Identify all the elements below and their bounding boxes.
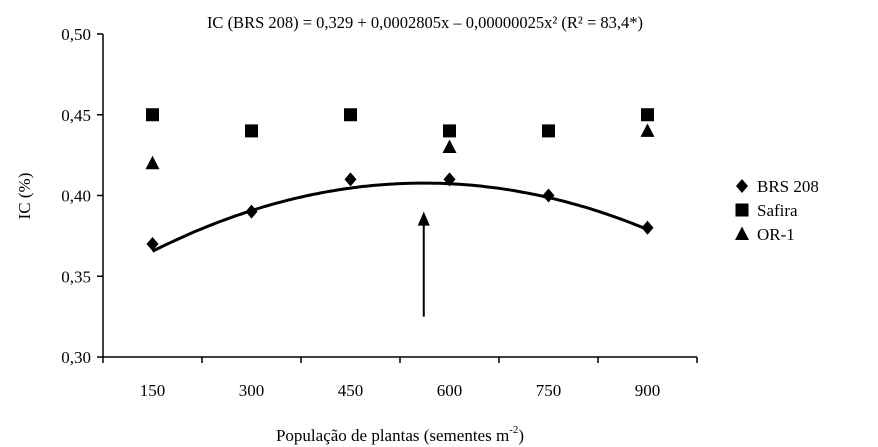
- y-tick-label: 0,30: [61, 348, 91, 367]
- point-brs-208: [146, 236, 159, 251]
- x-tick-label: 600: [437, 381, 463, 400]
- point-safira: [344, 108, 357, 122]
- x-axis-label: População de plantas (sementes m-2): [276, 424, 524, 445]
- point-safira: [641, 108, 654, 122]
- plot-area: 0,30 0,35 0,40 0,45 0,50 150 300 450 600 750 900: [61, 25, 698, 400]
- y-tick-label: 0,50: [61, 25, 91, 44]
- y-axis-label: IC (%): [15, 173, 34, 220]
- fit-line: [151, 181, 649, 253]
- point-brs-208: [542, 188, 555, 203]
- x-axis-label-main: População de plantas (sementes m: [276, 426, 509, 445]
- legend-marker-or-1: [735, 226, 749, 240]
- point-safira: [245, 124, 258, 138]
- legend-marker-brs-208: [736, 179, 748, 193]
- point-or-1: [640, 123, 655, 137]
- x-tick-label: 900: [635, 381, 661, 400]
- y-tick-label: 0,35: [61, 267, 91, 286]
- point-safira: [542, 124, 555, 138]
- y-tick-label: 0,45: [61, 106, 91, 125]
- x-tick-label: 750: [536, 381, 562, 400]
- legend-label-or-1: OR-1: [757, 225, 795, 244]
- legend: BRS 208 Safira OR-1: [735, 177, 819, 244]
- x-tick-label: 450: [338, 381, 364, 400]
- legend-label-safira: Safira: [757, 201, 798, 220]
- x-ticks: 150 300 450 600 750 900: [102, 357, 698, 400]
- point-brs-208: [344, 172, 357, 187]
- fit-curve: [151, 181, 649, 253]
- legend-marker-safira: [735, 203, 749, 217]
- data-points: [145, 108, 655, 251]
- point-safira: [443, 124, 456, 138]
- legend-label-brs-208: BRS 208: [757, 177, 819, 196]
- x-tick-label: 150: [140, 381, 166, 400]
- chart-title: IC (BRS 208) = 0,329 + 0,0002805x – 0,00…: [207, 13, 643, 32]
- y-ticks: 0,30 0,35 0,40 0,45 0,50: [61, 25, 103, 367]
- point-or-1: [145, 155, 160, 170]
- x-axis-label-suffix: ): [518, 426, 524, 445]
- x-axis-label-superscript: -2: [509, 424, 518, 436]
- x-tick-label: 300: [239, 381, 265, 400]
- arrow-head: [417, 211, 430, 226]
- point-brs-208: [443, 172, 456, 187]
- point-brs-208: [641, 220, 654, 235]
- y-tick-label: 0,40: [61, 187, 91, 206]
- point-or-1: [442, 139, 457, 154]
- point-brs-208: [245, 204, 258, 219]
- optimum-arrow: [417, 211, 430, 317]
- point-safira: [146, 108, 159, 122]
